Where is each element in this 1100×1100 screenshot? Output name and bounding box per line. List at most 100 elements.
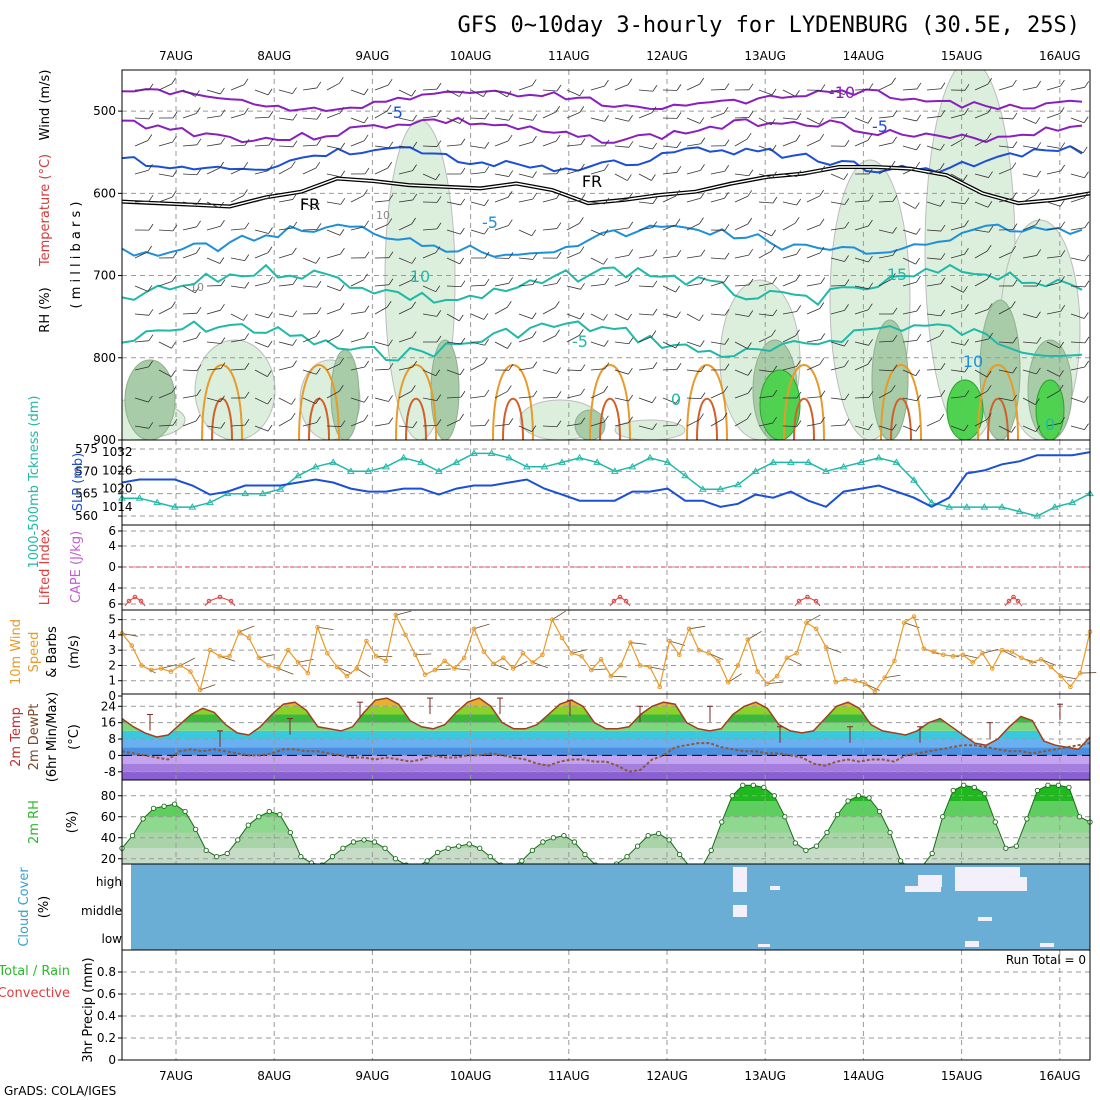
wind-barb	[974, 138, 988, 147]
rh-point	[782, 814, 788, 820]
wind-barb	[758, 335, 772, 343]
wind-barb-flag	[651, 396, 657, 403]
wind-barb	[662, 224, 677, 231]
wind-barb	[422, 173, 436, 181]
wind-barb-flag	[267, 88, 273, 96]
wind-barb	[614, 422, 629, 427]
wind-barb	[278, 89, 293, 94]
wind-barb	[686, 143, 701, 147]
wind10m-point	[716, 658, 721, 664]
wind10m-barb	[1060, 675, 1077, 680]
rh-point	[150, 805, 157, 811]
wind-barb	[830, 397, 845, 401]
wind10m-point	[637, 663, 643, 668]
wind-barb-flag	[508, 418, 514, 425]
wind-barb-flag	[292, 193, 298, 200]
contour-label: 0	[671, 390, 681, 409]
rh-point	[571, 839, 578, 845]
wind-barb	[518, 85, 533, 91]
wind-barb-flag	[722, 412, 728, 420]
wind-barb-flag	[220, 87, 225, 95]
wind-barb-flag	[796, 170, 802, 177]
wind-barb-flag	[578, 329, 584, 336]
wind-barb	[206, 257, 221, 264]
thickness-point	[452, 458, 461, 465]
wind10m-barb	[532, 662, 548, 669]
dewpoint-line	[122, 742, 1090, 773]
wind-barb-flag	[364, 360, 370, 368]
contour-label: -5	[482, 213, 498, 232]
rh-point	[161, 803, 167, 809]
wind-barb	[830, 424, 845, 427]
wind-barb	[638, 397, 653, 404]
wind10m-barb	[395, 610, 412, 616]
wind-barb	[830, 201, 845, 205]
wind10m-barb	[434, 668, 451, 671]
wind-barb-flag	[916, 394, 922, 402]
panel-upper-air: -10 -5 -5 FR FR -5 10 10 10 15 -5 10 0 0 500 600 700 800…	[38, 69, 1091, 447]
wind10m-point	[1077, 670, 1083, 676]
wind10m-barb	[864, 683, 880, 691]
wind10m-point	[745, 637, 751, 642]
wind-barb	[470, 363, 484, 371]
wind-barb	[614, 198, 629, 203]
wind-barb-flag	[652, 423, 657, 430]
warm-contour	[492, 364, 534, 440]
rh-point	[1013, 843, 1019, 849]
wind-barb-flag	[964, 339, 969, 346]
wind-barb	[902, 167, 916, 175]
wind-barb-flag	[628, 416, 633, 423]
thickness-point	[910, 476, 918, 483]
warm-contour	[201, 364, 243, 440]
wind-barb-flag	[532, 361, 538, 368]
temperature-contour	[122, 320, 1083, 362]
thickness-point	[505, 453, 514, 461]
wind-barb-flag	[1059, 200, 1065, 207]
wind-barb	[206, 115, 221, 119]
wind-barb-flag	[364, 395, 369, 403]
wind-barb	[254, 144, 269, 147]
thickness-point	[1050, 503, 1059, 510]
wind10m-point	[892, 658, 897, 664]
wind-barb-flag	[1084, 254, 1090, 262]
wind-barb	[998, 425, 1012, 433]
wind-barb	[1046, 201, 1061, 207]
wind-barb-flag	[580, 388, 585, 396]
wind-barb	[422, 252, 437, 259]
wind-barb	[278, 313, 293, 318]
wind-barb	[830, 89, 845, 95]
wind-barb-flag	[244, 107, 249, 115]
top-date-axis: 7AUG 8AUG 9AUG 10AUG 11AUG 12AUG 13AUG 14AUG 15A…	[159, 49, 1081, 63]
wind-barb	[494, 225, 509, 231]
wind-barb-flag	[987, 78, 993, 85]
wind-barb-flag	[1060, 250, 1066, 257]
cloud-cell	[733, 867, 747, 892]
wind-barb	[422, 285, 436, 293]
thickness-point	[311, 462, 320, 470]
wind-barb	[710, 313, 725, 316]
wind-barb-flag	[1012, 336, 1018, 344]
wind-barb-flag	[915, 202, 920, 209]
wind-barb	[854, 257, 869, 263]
wind-barb-flag	[387, 78, 393, 86]
wind-barb-flag	[675, 341, 680, 349]
wind-barb	[734, 418, 748, 427]
wind-barb-flag	[196, 364, 202, 371]
wind-barb	[686, 255, 701, 259]
wind10m-point	[471, 626, 477, 632]
wind-barb	[446, 229, 461, 235]
rh-point	[466, 841, 472, 847]
bottom-date-label: 13AUG	[744, 1069, 786, 1083]
wind-barb	[518, 336, 533, 343]
wind-barb	[230, 424, 245, 427]
wind-barb-flag	[820, 165, 826, 173]
wind-barb-flag	[892, 334, 898, 342]
wind-barb	[518, 425, 532, 432]
tick-label: 8	[108, 732, 116, 746]
wind-barb	[902, 145, 917, 151]
wind-barb-flag	[555, 134, 561, 142]
wind-barb-flag	[1036, 170, 1042, 178]
wind-barb	[134, 200, 149, 203]
wind-barb-flag	[651, 330, 657, 337]
wind-barb-flag	[411, 257, 417, 264]
